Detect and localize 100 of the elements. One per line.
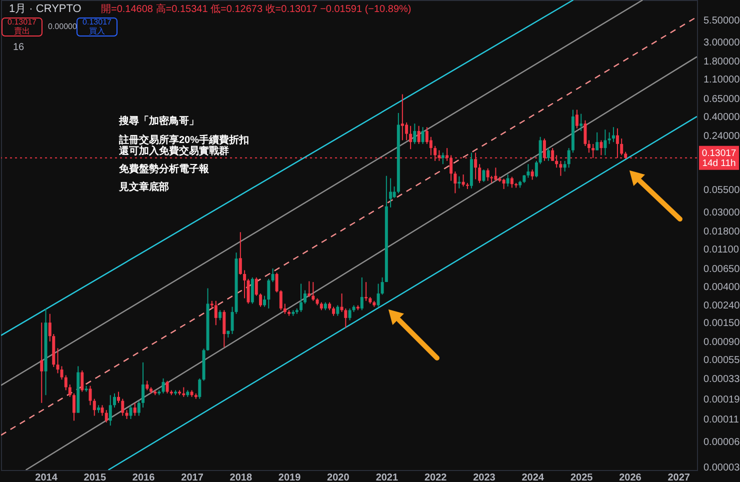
candlestick (482, 169, 486, 182)
candlestick (267, 278, 270, 309)
candlestick (275, 272, 278, 293)
y-tick-label: 5.50000 (704, 15, 740, 26)
candlestick (392, 186, 396, 198)
candlestick (142, 362, 145, 408)
y-tick-label: 0.00019 (704, 394, 740, 406)
candlestick (80, 370, 84, 392)
x-tick-label: 2022 (424, 472, 448, 482)
candlestick (88, 385, 92, 406)
x-tick-label: 2025 (570, 472, 594, 482)
annotation: 0.13017 賣出 (8, 18, 38, 36)
candlestick (60, 366, 64, 380)
candlestick (108, 394, 112, 426)
candlestick (364, 282, 368, 302)
candlestick (608, 132, 611, 144)
candlestick (263, 295, 266, 308)
candlestick (530, 169, 534, 180)
candlestick (478, 164, 482, 184)
x-tick-label: 2014 (35, 472, 58, 482)
candlestick (360, 276, 364, 311)
candlestick (336, 304, 340, 316)
candlestick (121, 398, 124, 416)
x-tick-label: 2026 (619, 472, 642, 482)
y-tick-label: 0.00006 (704, 436, 740, 448)
chart-title: 1月 · CRYPTO (9, 3, 82, 15)
candlestick (486, 168, 490, 182)
candlestick (56, 348, 60, 374)
x-tick-label: 2017 (181, 472, 204, 482)
y-tick-label: 0.00150 (704, 318, 740, 330)
candlestick (72, 392, 76, 422)
candlestick (538, 136, 542, 165)
x-tick-label: 2023 (473, 472, 496, 482)
candlestick (421, 126, 424, 144)
x-tick-label: 2015 (84, 472, 106, 482)
y-tick-label: 0.24000 (704, 130, 740, 142)
candlestick (218, 310, 222, 321)
candlestick (92, 398, 96, 416)
candlestick (409, 125, 412, 150)
candlestick (546, 148, 550, 162)
candlestick (312, 282, 315, 302)
y-tick-label: 0.00650 (704, 264, 740, 275)
y-tick-label: 0.01800 (704, 226, 740, 238)
y-tick-label: 0.40000 (704, 112, 740, 123)
candlestick (380, 276, 384, 296)
annotation: 註冊交易所享20%手續費折扣 (118, 134, 250, 146)
candlestick (40, 322, 44, 404)
candlestick (587, 140, 590, 154)
x-tick-label: 2027 (668, 472, 690, 482)
candlestick (454, 171, 457, 194)
annotation: 搜尋「加密鳥哥」 (118, 115, 199, 127)
y-tick-label: 0.01100 (704, 244, 740, 256)
candlestick (238, 232, 242, 276)
y-tick-label: 0.05500 (704, 185, 740, 196)
candlestick (506, 174, 510, 187)
x-tick-label: 2019 (278, 472, 302, 482)
x-tick-label: 2024 (522, 472, 544, 482)
y-tick-label: 0.00033 (704, 374, 740, 385)
candlestick (243, 270, 246, 299)
annotation: 16 (13, 42, 25, 53)
y-tick-label: 0.00003 (704, 462, 740, 474)
candlestick (559, 160, 562, 176)
chart-subtitle: 開=0.14608 高=0.15341 低=0.12673 收=0.13017 −0.01591 (−10.89%) (101, 3, 412, 15)
candlestick (300, 283, 303, 312)
candlestick (332, 306, 336, 316)
candlestick (534, 160, 538, 178)
candlestick (214, 300, 218, 326)
candlestick (458, 176, 461, 189)
y-tick-label: 1.10000 (704, 74, 740, 86)
candlestick (494, 167, 498, 182)
annotation: 免費盤勢分析電子報 (118, 163, 210, 175)
candlestick (612, 126, 615, 143)
candlestick (279, 290, 282, 311)
candlestick (146, 380, 149, 391)
candlestick (417, 125, 420, 144)
candlestick (567, 148, 570, 168)
candlestick (400, 94, 404, 141)
candlestick (502, 178, 506, 190)
y-tick-label: 0.00011 (704, 414, 740, 426)
annotation: 0.00000 (48, 22, 78, 31)
candlestick (222, 310, 226, 348)
y-tick-label: 0.00240 (704, 300, 740, 312)
candlestick (104, 410, 108, 423)
candlestick (198, 378, 202, 400)
candlestick (250, 276, 254, 304)
candlestick (254, 276, 258, 296)
x-tick-label: 2020 (327, 472, 350, 482)
annotation: 還可加入免費交易實戰群 (118, 145, 229, 157)
y-tick-label: 0.00090 (704, 336, 740, 348)
candlestick (376, 283, 380, 308)
candlestick (283, 303, 286, 314)
annotation: 0.13017 買入 (82, 18, 112, 36)
candlestick (259, 292, 262, 308)
candlestick (129, 404, 132, 420)
y-tick-label: 0.00400 (704, 282, 740, 293)
annotation: 見文章底部 (118, 181, 169, 193)
y-tick-label: 0.03000 (704, 208, 740, 219)
candlestick (575, 109, 578, 129)
candlestick (133, 402, 136, 416)
candlestick (563, 160, 566, 172)
